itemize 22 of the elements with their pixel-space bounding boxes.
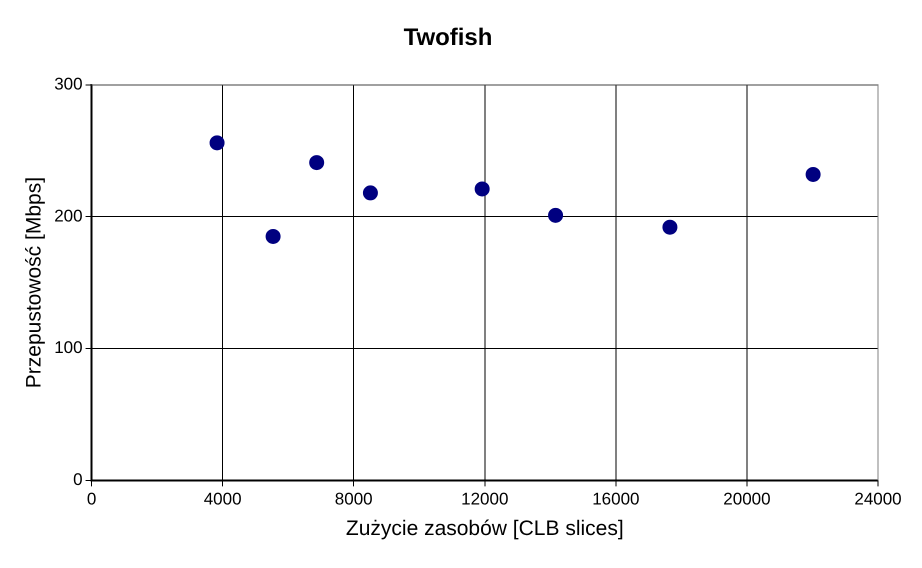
x-tick-label: 24000 — [854, 489, 902, 508]
point — [662, 220, 678, 235]
y-axis-title: Przepustowość [Mbps] — [22, 176, 46, 388]
point — [210, 135, 225, 150]
point — [474, 181, 490, 196]
x-tick-label: 8000 — [334, 489, 373, 508]
point — [266, 228, 281, 244]
point — [362, 185, 378, 200]
x-tick-label: 4000 — [204, 489, 242, 508]
x-tick-label: 20000 — [723, 489, 771, 508]
point — [309, 155, 324, 170]
y-tick-label: 200 — [54, 206, 83, 226]
chart-title: Twofish — [404, 24, 492, 52]
y-tick-label: 100 — [54, 338, 83, 358]
x-tick-label: 0 — [86, 489, 96, 508]
point — [548, 208, 564, 223]
y-tick-label: 300 — [54, 74, 83, 94]
y-tick-label: 0 — [73, 470, 83, 490]
x-tick-label: 16000 — [592, 489, 640, 508]
point — [806, 166, 821, 182]
x-tick-label: 12000 — [461, 489, 508, 508]
x-axis-title: Zużycie zasobów [CLB slices] — [346, 517, 624, 540]
